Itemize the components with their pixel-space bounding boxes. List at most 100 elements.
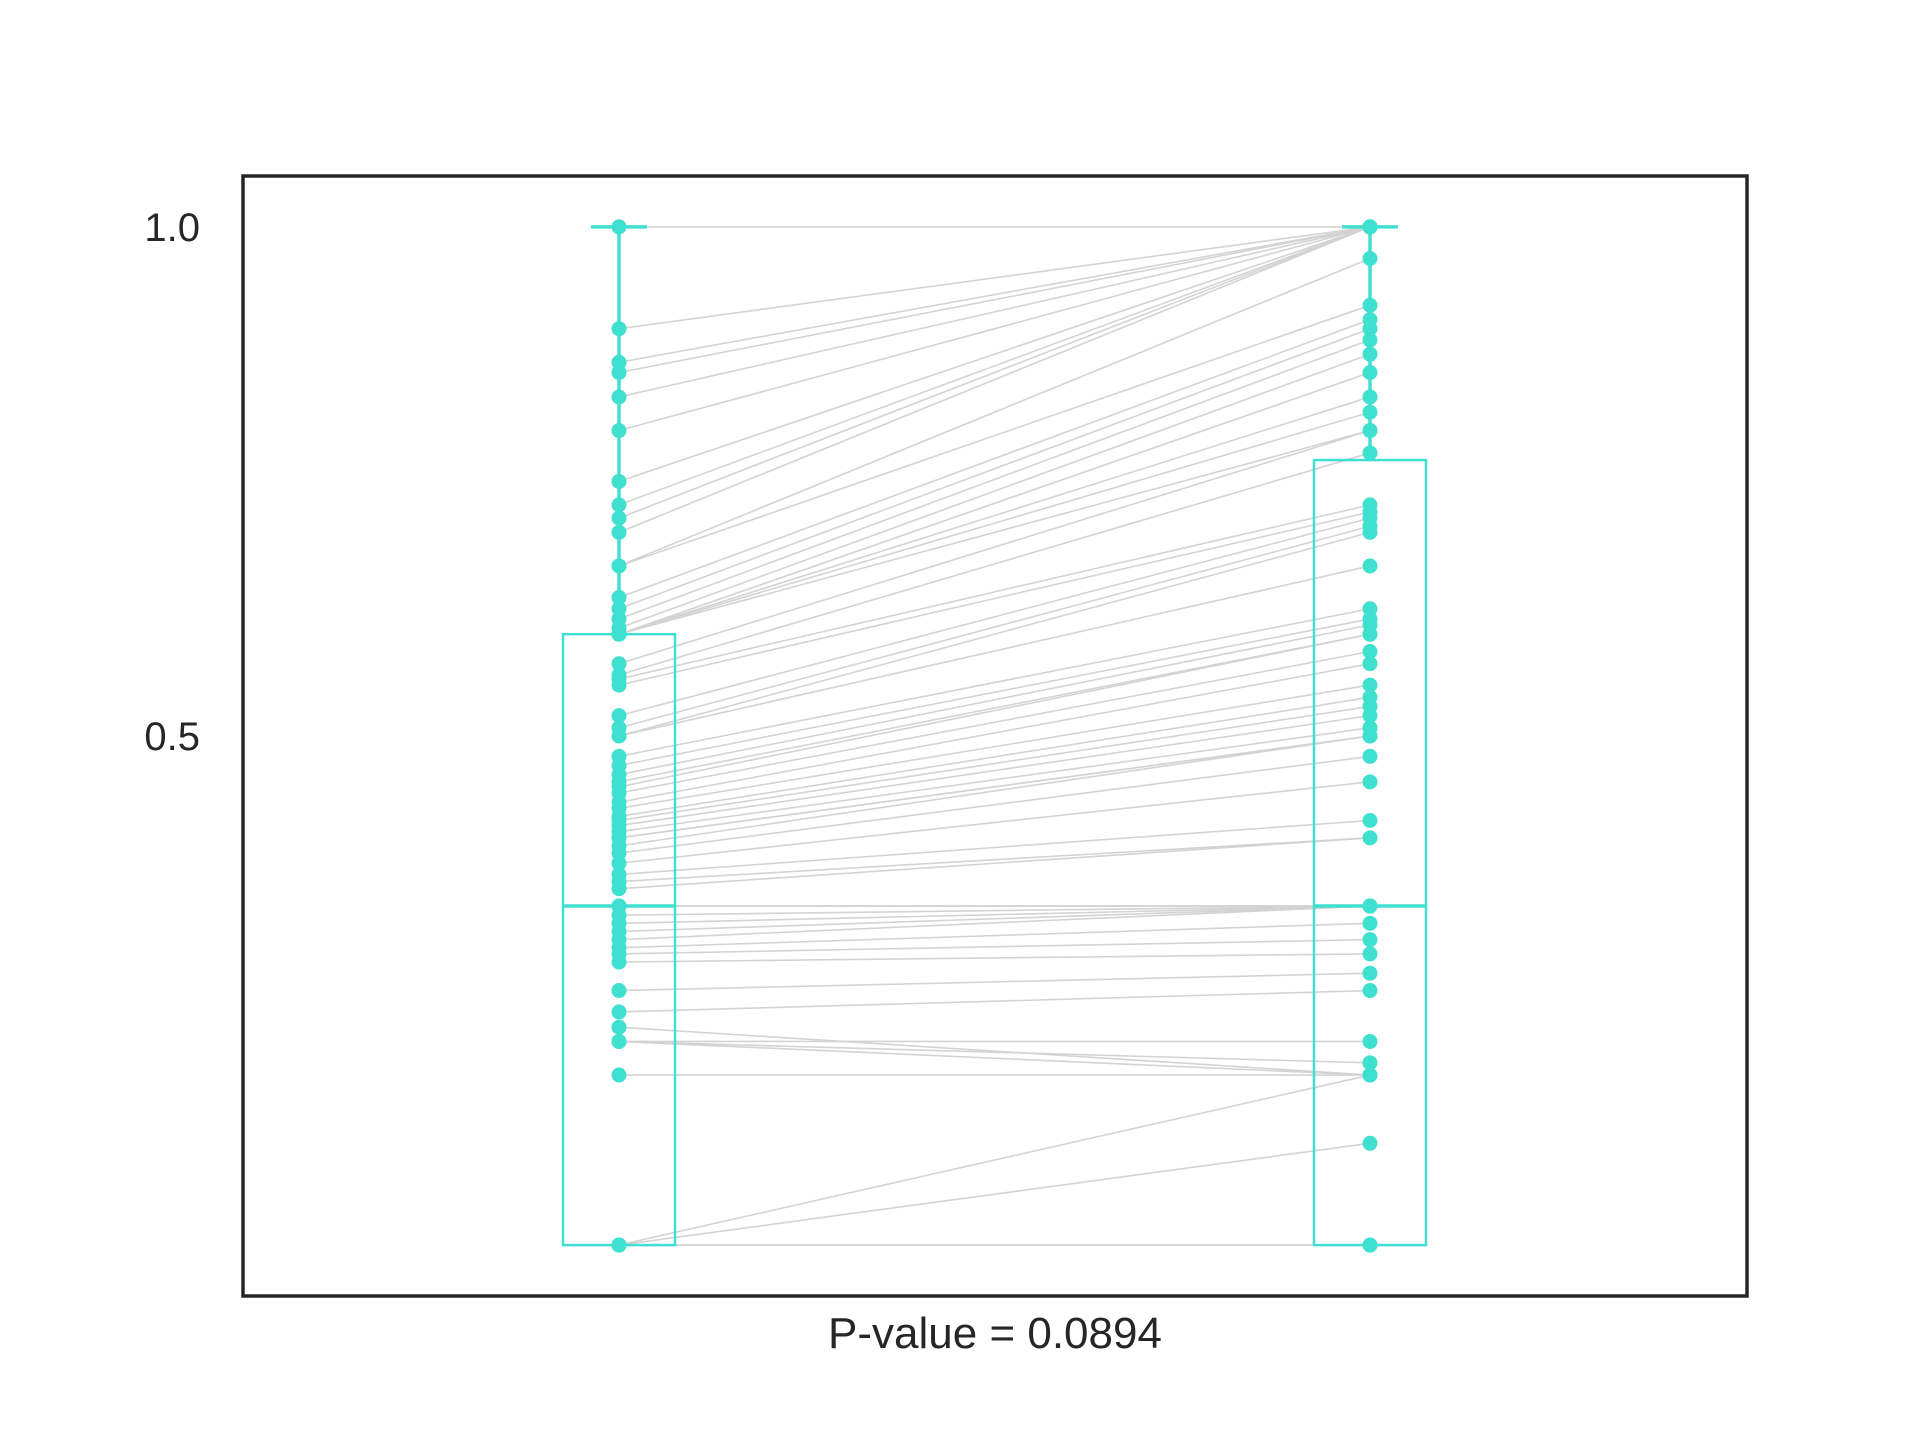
pair-line [618, 735, 1371, 847]
data-point [611, 1237, 627, 1253]
pair-line [618, 429, 1371, 665]
data-point [611, 983, 627, 999]
pair-line [618, 531, 1371, 737]
pair-line [618, 989, 1371, 1013]
data-point [611, 1033, 627, 1049]
pair-line [618, 304, 1371, 567]
pair-line [618, 511, 1371, 686]
data-point [1362, 250, 1378, 266]
pair-line [618, 1040, 1371, 1064]
data-point [611, 898, 627, 914]
pair-line [618, 781, 1371, 865]
data-point [1362, 497, 1378, 513]
data-point [611, 601, 627, 617]
data-point [1362, 1055, 1378, 1071]
data-point [611, 667, 627, 683]
pair-line [618, 226, 1371, 374]
pair-line [618, 735, 1371, 839]
data-point [1362, 1237, 1378, 1253]
data-point [611, 510, 627, 526]
pair-line [618, 327, 1371, 610]
pair-line [618, 226, 1371, 330]
pair-line [618, 504, 1371, 680]
data-point [1362, 898, 1378, 914]
data-point [611, 354, 627, 370]
pair-line [618, 1026, 1371, 1076]
pair-line [618, 972, 1371, 992]
data-point [1362, 656, 1378, 672]
data-point [611, 558, 627, 574]
data-point [611, 748, 627, 764]
pair-line [618, 226, 1371, 364]
data-point [1362, 312, 1378, 328]
data-point [1362, 748, 1378, 764]
pair-line [618, 396, 1371, 635]
data-point [1362, 677, 1378, 693]
data-point [1362, 720, 1378, 736]
data-point [1362, 813, 1378, 829]
pair-line [618, 607, 1371, 758]
pair-line [618, 953, 1371, 963]
data-point [611, 321, 627, 337]
pair-line [618, 226, 1371, 483]
data-point [1362, 558, 1378, 574]
data-point [1362, 404, 1378, 420]
data-point [611, 708, 627, 724]
data-point [611, 524, 627, 540]
pair-line [618, 938, 1371, 955]
pair-line [618, 650, 1371, 794]
pair-line [618, 662, 1371, 803]
pair-line [618, 905, 1371, 916]
pair-lines [618, 226, 1371, 1246]
pair-line [618, 353, 1371, 629]
data-point [1362, 689, 1378, 705]
pair-line [618, 371, 1371, 635]
data-point [611, 497, 627, 513]
pair-line [618, 226, 1371, 534]
data-point [1362, 219, 1378, 235]
y-axis-ticks: 0.5 1.0 [144, 206, 200, 759]
x-axis-label: P-value = 0.0894 [828, 1309, 1162, 1358]
data-point [1362, 915, 1378, 931]
pair-line [618, 411, 1371, 635]
data-point [1362, 983, 1378, 999]
pair-line [618, 837, 1371, 890]
data-point [611, 866, 627, 882]
y-tick-label: 1.0 [144, 206, 200, 250]
data-point [1362, 297, 1378, 313]
pair-line [618, 618, 1371, 767]
pair-line [618, 633, 1371, 783]
pair-line [618, 452, 1371, 676]
y-tick-label: 0.5 [144, 715, 200, 759]
pair-line [618, 714, 1371, 827]
pair-line [618, 226, 1371, 398]
pair-line [618, 922, 1371, 949]
data-point [1362, 389, 1378, 405]
data-point [1362, 830, 1378, 846]
pair-line [618, 633, 1371, 788]
data-point [1362, 445, 1378, 461]
pair-line [618, 565, 1371, 737]
pair-line [618, 429, 1371, 635]
data-point [611, 1019, 627, 1035]
data-point [1362, 346, 1378, 362]
pair-line [618, 905, 1371, 925]
data-point [611, 656, 627, 672]
pair-line [618, 696, 1371, 818]
data-point [1362, 365, 1378, 381]
pair-line [618, 624, 1371, 776]
pair-line [618, 727, 1371, 833]
data-point [611, 1067, 627, 1083]
pair-line [618, 1040, 1371, 1076]
data-point [611, 720, 627, 736]
data-point [611, 389, 627, 405]
data-point [1362, 965, 1378, 981]
pair-line [618, 318, 1371, 599]
data-point [1362, 643, 1378, 659]
data-point [611, 590, 627, 606]
data-point [1362, 932, 1378, 948]
data-points [611, 219, 1378, 1253]
pair-line [618, 1074, 1371, 1246]
